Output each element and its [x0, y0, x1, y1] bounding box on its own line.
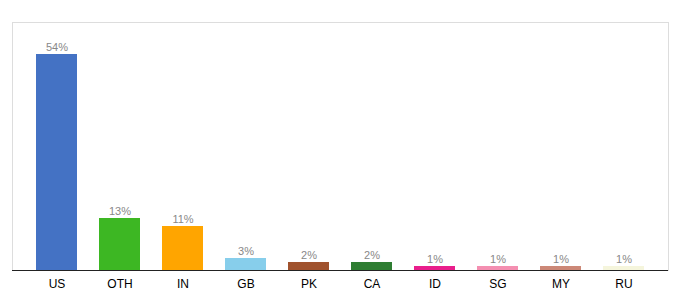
svg-text:GB: GB	[237, 277, 254, 291]
svg-text:54%: 54%	[46, 41, 68, 53]
svg-text:2%: 2%	[301, 249, 317, 261]
svg-text:SG: SG	[489, 277, 506, 291]
svg-text:1%: 1%	[427, 253, 443, 265]
svg-text:RU: RU	[615, 277, 632, 291]
svg-text:2%: 2%	[364, 249, 380, 261]
svg-text:11%: 11%	[172, 213, 193, 225]
svg-text:1%: 1%	[490, 253, 506, 265]
svg-text:1%: 1%	[616, 253, 632, 265]
svg-text:MY: MY	[552, 277, 570, 291]
svg-text:13%: 13%	[109, 205, 131, 217]
svg-text:ID: ID	[429, 277, 441, 291]
svg-text:US: US	[49, 277, 66, 291]
svg-text:PK: PK	[301, 277, 317, 291]
svg-text:CA: CA	[364, 277, 381, 291]
svg-text:IN: IN	[177, 277, 189, 291]
svg-text:1%: 1%	[553, 253, 569, 265]
svg-text:OTH: OTH	[107, 277, 132, 291]
svg-text:3%: 3%	[238, 245, 254, 257]
